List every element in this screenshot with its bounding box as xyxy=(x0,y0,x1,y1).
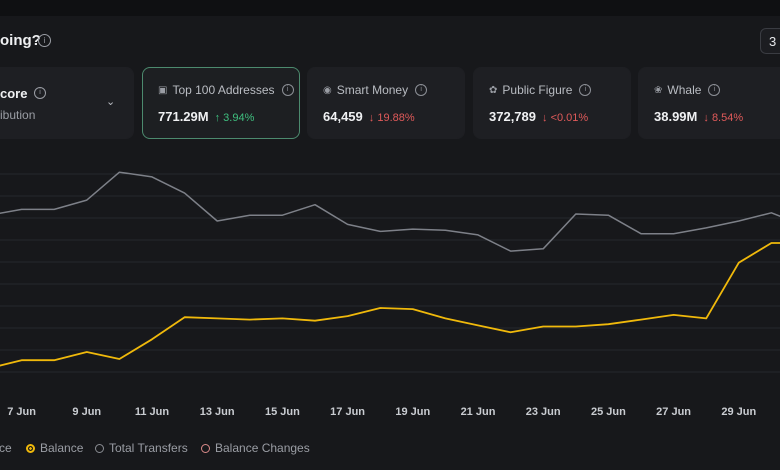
series-line-secondary xyxy=(0,171,780,252)
legend-label: Balance xyxy=(40,441,84,455)
legend-label: ce xyxy=(0,441,12,455)
x-tick-label: 23 Jun xyxy=(526,406,561,418)
card-whale[interactable]: ❀ Whale i 38.99M ↓ 8.54% xyxy=(638,67,780,139)
info-icon[interactable]: i xyxy=(281,84,294,96)
chart-grid xyxy=(0,173,780,373)
card-label: Public Figure xyxy=(502,83,573,97)
legend-dot xyxy=(201,443,210,453)
card-label: Top 100 Addresses xyxy=(172,83,275,97)
info-icon[interactable]: i xyxy=(579,84,592,96)
card-value: 771.29M xyxy=(158,109,209,124)
legend-item-partial[interactable]: ce xyxy=(0,441,12,455)
arrow-down-icon: ↓ xyxy=(368,112,375,124)
card-change: ↓ 8.54% xyxy=(703,112,744,124)
x-tick-label: 9 Jun xyxy=(72,406,101,418)
legend-dot xyxy=(26,443,35,453)
card-change: ↓ <0.01% xyxy=(542,112,589,124)
card-value: 64,459 xyxy=(323,109,363,124)
x-tick-label: 11 Jun xyxy=(135,406,170,418)
section-title: oing? xyxy=(0,32,41,49)
card-value: 38.99M xyxy=(654,109,698,124)
info-icon[interactable]: i xyxy=(38,34,51,47)
x-tick-label: 7 Jun xyxy=(7,406,36,418)
card-public-figure[interactable]: ✿ Public Figure i 372,789 ↓ <0.01% xyxy=(473,67,631,139)
legend-dot xyxy=(95,443,104,453)
whale-icon: ❀ xyxy=(654,84,663,96)
chevron-down-icon[interactable]: ⌄ xyxy=(106,96,116,108)
chart-legend: ce Balance Total Transfers Balance Chang… xyxy=(0,441,780,457)
score-card[interactable] xyxy=(0,67,134,139)
legend-label: Total Transfers xyxy=(109,441,188,455)
legend-item-balance-changes[interactable]: Balance Changes xyxy=(201,441,310,455)
legend-label: Balance Changes xyxy=(215,441,310,455)
legend-item-balance[interactable]: Balance xyxy=(26,441,83,455)
balance-line-chart: 7 Jun 9 Jun 11 Jun 13 Jun 15 Jun 17 Jun 19 Jun… xyxy=(0,171,780,418)
arrow-up-icon: ↑ xyxy=(214,112,221,124)
card-smart-money[interactable]: ◉ Smart Money i 64,459 ↓ 19.88% xyxy=(307,67,465,139)
chart-series xyxy=(0,171,780,367)
card-top-100-addresses[interactable]: ▣ Top 100 Addresses i 771.29M ↑ 3.94% xyxy=(142,67,300,139)
score-card-title: core xyxy=(0,86,28,101)
x-tick-label: 25 Jun xyxy=(591,406,626,418)
info-icon[interactable]: i xyxy=(34,87,46,99)
card-change: ↓ 19.88% xyxy=(368,112,415,124)
wallet-icon: ▣ xyxy=(158,84,168,96)
x-tick-label: 27 Jun xyxy=(656,406,691,418)
x-tick-label: 15 Jun xyxy=(265,406,300,418)
smart-money-icon: ◉ xyxy=(323,84,332,96)
score-card-subtitle: ibution xyxy=(0,108,36,122)
x-tick-label: 17 Jun xyxy=(330,406,365,418)
card-label: Whale xyxy=(667,83,702,97)
public-figure-icon: ✿ xyxy=(489,84,498,96)
series-line-balance xyxy=(0,242,780,367)
x-tick-label: 19 Jun xyxy=(395,406,430,418)
x-axis: 7 Jun 9 Jun 11 Jun 13 Jun 15 Jun 17 Jun 19 Jun… xyxy=(7,406,756,418)
arrow-down-icon: ↓ xyxy=(542,112,548,124)
top-bar xyxy=(0,0,780,16)
card-label: Smart Money xyxy=(336,83,409,97)
legend-item-total-transfers[interactable]: Total Transfers xyxy=(95,441,188,455)
x-tick-label: 29 Jun xyxy=(721,406,756,418)
card-value: 372,789 xyxy=(489,109,536,124)
x-tick-label: 13 Jun xyxy=(200,406,235,418)
info-icon[interactable]: i xyxy=(415,84,428,96)
card-change: ↑ 3.94% xyxy=(214,112,255,124)
x-tick-label: 21 Jun xyxy=(461,406,496,418)
info-icon[interactable]: i xyxy=(708,84,721,96)
arrow-down-icon: ↓ xyxy=(703,112,709,124)
corner-button[interactable]: 3 xyxy=(760,28,780,54)
